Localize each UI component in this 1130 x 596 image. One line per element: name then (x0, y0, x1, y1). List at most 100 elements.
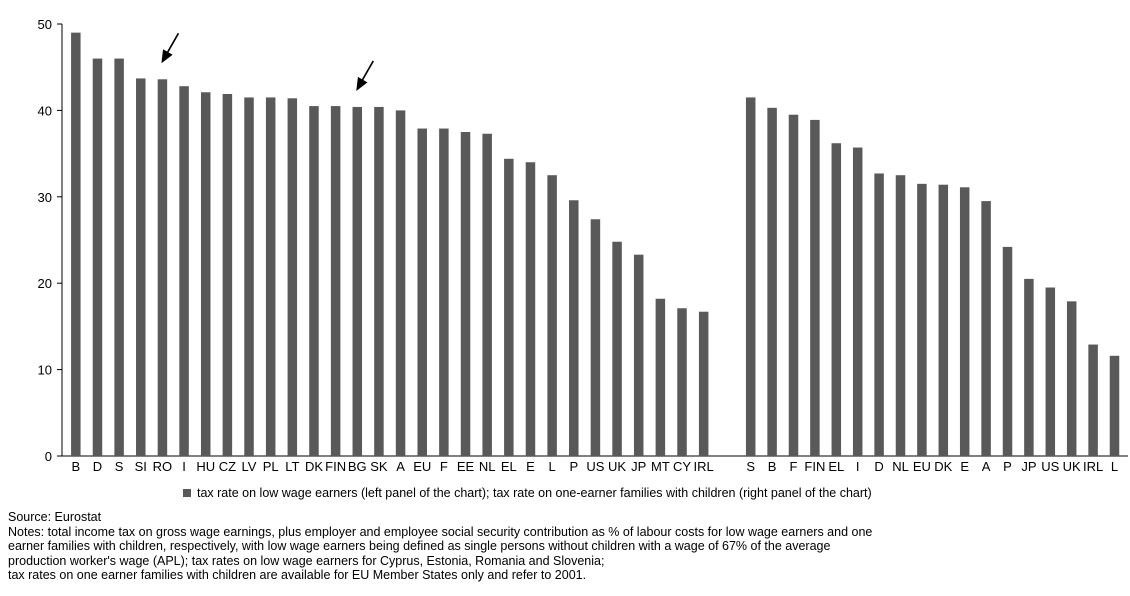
bar-ro (157, 79, 168, 457)
x-tick-label: EU (413, 459, 431, 474)
bar-fin (810, 119, 820, 457)
bar-dk (938, 184, 949, 457)
bar-i (852, 147, 863, 456)
bar-jp (633, 254, 644, 456)
note-line: tax rates on one earner families with ch… (8, 568, 587, 583)
note-line: production worker's wage (APL); tax rate… (8, 553, 605, 568)
bar-si (136, 78, 146, 456)
bar-nl (482, 133, 492, 456)
bars (71, 32, 1120, 457)
x-tick-label: US (586, 459, 604, 474)
x-tick-label: US (1041, 459, 1059, 474)
bar-l (1109, 355, 1120, 456)
bar-lt (287, 98, 298, 456)
x-tick-label: HU (196, 459, 215, 474)
y-tick-label: 10 (38, 363, 52, 378)
arrow-bg (356, 60, 374, 91)
x-tick-label: L (549, 459, 556, 474)
x-tick-label: I (182, 459, 186, 474)
x-tick-label: S (115, 459, 124, 474)
x-tick-label: DK (934, 459, 952, 474)
bar-pl (265, 97, 276, 456)
x-tick-label: A (396, 459, 405, 474)
x-tick-label: MT (651, 459, 670, 474)
legend: tax rate on low wage earners (left panel… (183, 486, 872, 500)
arrow-ro (161, 32, 180, 64)
x-tick-label: RO (153, 459, 173, 474)
bar-lv (244, 97, 254, 456)
note-line: Notes: total income tax on gross wage ea… (8, 524, 873, 539)
x-tick-label: IRL (1083, 459, 1103, 474)
source-line: Source: Eurostat (8, 510, 102, 524)
y-tick-label: 0 (45, 449, 52, 464)
bar-uk (612, 241, 622, 456)
y-tick-label: 30 (38, 190, 52, 205)
bar-f (788, 114, 799, 456)
x-tick-label: UK (1063, 459, 1081, 474)
x-tick-label: L (1111, 459, 1118, 474)
bar-p (1002, 246, 1013, 456)
bar-cz (222, 93, 233, 456)
x-tick-label: SI (135, 459, 147, 474)
bar-a (395, 110, 406, 457)
bar-a (981, 201, 991, 456)
bar-b (71, 32, 81, 456)
x-tick-label: D (93, 459, 102, 474)
x-tick-label: EE (457, 459, 475, 474)
bar-dk (309, 106, 319, 456)
bar-us (1045, 287, 1056, 456)
bar-p (569, 200, 579, 456)
bar-eu (417, 128, 427, 456)
x-tick-label: DK (305, 459, 323, 474)
bar-b (767, 107, 777, 457)
bar-el (504, 158, 514, 456)
y-tick-label: 50 (38, 17, 52, 32)
bar-mt (655, 298, 666, 456)
y-axis: 0 10 20 30 40 50 (38, 17, 1128, 464)
bar-irl (1088, 344, 1098, 456)
bar-nl (895, 175, 906, 456)
x-tick-label: NL (892, 459, 909, 474)
x-tick-label: P (569, 459, 578, 474)
bar-uk (1066, 301, 1077, 456)
bar-sk (374, 106, 384, 456)
x-tick-label: JP (631, 459, 646, 474)
x-tick-label: S (746, 459, 755, 474)
x-tick-label: UK (608, 459, 626, 474)
bar-i (179, 86, 189, 456)
bar-fin (330, 106, 341, 456)
x-tick-label: E (960, 459, 969, 474)
x-tick-label: BG (348, 459, 367, 474)
x-axis-labels: B D S SI RO I HU CZ LV PL LT DK FIN BG SK A EU F EE NL EL E L P… (71, 459, 1118, 474)
bar-e (959, 187, 970, 456)
x-tick-label: P (1003, 459, 1012, 474)
x-tick-label: EU (913, 459, 931, 474)
bar-e (525, 162, 536, 457)
bar-cy (677, 308, 687, 456)
x-tick-label: LT (285, 459, 299, 474)
x-tick-label: B (71, 459, 80, 474)
bar-s (745, 97, 756, 456)
arrows (161, 32, 374, 91)
bar-el (831, 143, 842, 456)
x-tick-label: CY (673, 459, 691, 474)
notes: Source: Eurostat Notes: total income tax… (8, 510, 1123, 583)
x-tick-label: FIN (804, 459, 825, 474)
x-tick-label: FIN (325, 459, 346, 474)
x-tick-label: NL (479, 459, 496, 474)
legend-swatch (183, 489, 191, 497)
x-tick-label: E (526, 459, 535, 474)
x-tick-label: F (440, 459, 448, 474)
bar-bg (352, 106, 363, 456)
bar-ee (460, 132, 471, 456)
x-tick-label: PL (263, 459, 279, 474)
x-tick-label: SK (370, 459, 388, 474)
bar-f (439, 128, 449, 456)
bar-d (92, 58, 103, 457)
y-tick-label: 20 (38, 276, 52, 291)
x-tick-label: F (790, 459, 798, 474)
bar-d (874, 173, 884, 457)
x-tick-label: I (856, 459, 860, 474)
bar-l (547, 175, 557, 456)
